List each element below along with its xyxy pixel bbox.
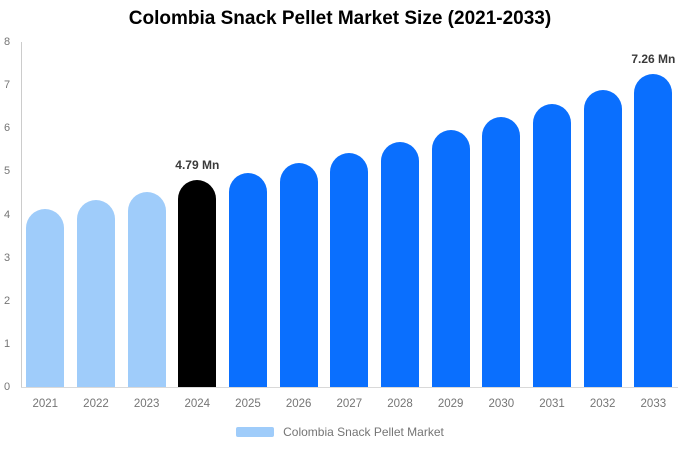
bar-2026[interactable]	[279, 163, 318, 387]
x-axis-label-2023: 2023	[133, 398, 160, 410]
y-axis-tick-label: 2	[3, 294, 11, 307]
x-axis-line	[21, 387, 678, 388]
plot-area: 0 1 2 3 4 5 6 7 8 2021 2022 2023 2024 4.79 Mn 2025 2026…	[3, 36, 678, 410]
x-axis-label-2030: 2030	[488, 398, 515, 410]
bar-2023[interactable]	[127, 192, 166, 387]
x-axis-label-2026: 2026	[285, 398, 312, 410]
bar-2030[interactable]	[482, 117, 521, 387]
bar-2031[interactable]	[533, 104, 571, 387]
y-axis-tick-label: 6	[3, 122, 11, 135]
x-axis-label-2032: 2032	[589, 398, 616, 410]
x-axis-label-2028: 2028	[387, 398, 413, 410]
y-axis-tick-label: 8	[3, 36, 11, 48]
x-axis-label-2031: 2031	[539, 398, 565, 410]
x-axis-label-2024: 2024	[184, 398, 211, 410]
y-axis-tick-label: 4	[3, 208, 11, 221]
bar-2024[interactable]	[178, 180, 217, 387]
y-axis-tick-label: 3	[3, 251, 11, 264]
bar-2028[interactable]	[380, 142, 419, 387]
bar-2027[interactable]	[330, 152, 369, 387]
bar-2022[interactable]	[76, 200, 115, 387]
y-axis-line	[21, 42, 22, 387]
x-axis-label-2029: 2029	[437, 398, 464, 410]
x-axis-label-2021: 2021	[32, 398, 59, 410]
y-axis-tick-label: 7	[3, 79, 11, 92]
legend-label: Colombia Snack Pellet Market	[283, 425, 444, 439]
y-axis-tick-label: 1	[3, 337, 11, 350]
x-axis-label-2022: 2022	[83, 398, 109, 410]
legend: Colombia Snack Pellet Market	[0, 425, 680, 439]
bar-2021[interactable]	[26, 208, 65, 387]
data-label-2024: 4.79 Mn	[175, 158, 220, 173]
legend-swatch	[236, 427, 275, 437]
y-axis-tick-label: 0	[3, 381, 11, 393]
x-axis-label-2027: 2027	[336, 398, 363, 410]
chart-title: Colombia Snack Pellet Market Size (2021-…	[128, 8, 552, 29]
bar-2025[interactable]	[228, 173, 267, 387]
legend-item[interactable]: Colombia Snack Pellet Market	[236, 425, 444, 439]
bar-2033[interactable]	[634, 73, 673, 387]
bar-2032[interactable]	[583, 89, 622, 387]
x-axis-label-2025: 2025	[235, 398, 261, 410]
bar-2029[interactable]	[431, 129, 470, 387]
data-label-2033: 7.26 Mn	[631, 51, 676, 66]
y-axis-tick-label: 5	[3, 165, 11, 178]
x-axis-label-2033: 2033	[640, 398, 667, 410]
